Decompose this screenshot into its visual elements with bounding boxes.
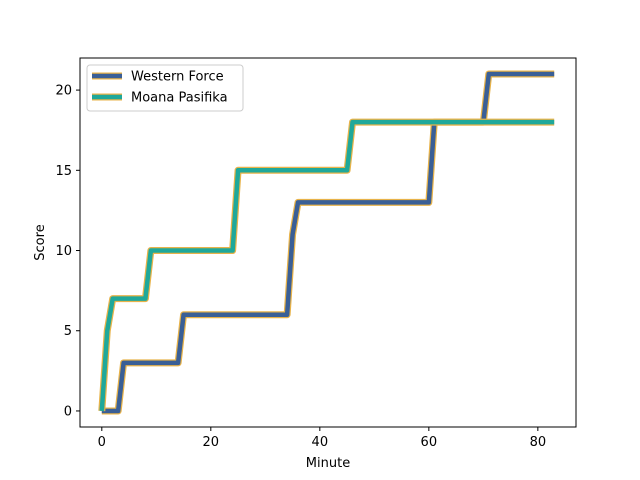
x-tick-label: 0 [98, 435, 106, 450]
y-tick-label: 20 [55, 84, 72, 99]
x-tick-label: 20 [203, 435, 220, 450]
x-tick-label: 80 [530, 435, 547, 450]
y-axis-ticks: 0 5 10 15 20 [55, 84, 80, 419]
x-tick-label: 60 [421, 435, 438, 450]
x-axis-label: Minute [306, 456, 350, 471]
y-tick-label: 15 [55, 164, 72, 179]
legend-label-western-force: Western Force [131, 70, 224, 85]
x-axis-ticks: 0 20 40 60 80 [98, 427, 546, 450]
legend: Western Force Moana Pasifika [86, 64, 244, 112]
plot-frame [79, 57, 577, 428]
series-line-moana-pasifika [99, 119, 555, 412]
x-tick-label: 40 [312, 435, 329, 450]
y-tick-label: 5 [64, 324, 72, 339]
legend-box [86, 64, 244, 112]
y-tick-label: 0 [64, 404, 72, 419]
series-layer [98, 70, 555, 415]
legend-label-moana-pasifika: Moana Pasifika [131, 91, 228, 106]
y-tick-label: 10 [55, 244, 72, 259]
y-axis-label: Score [33, 224, 48, 260]
